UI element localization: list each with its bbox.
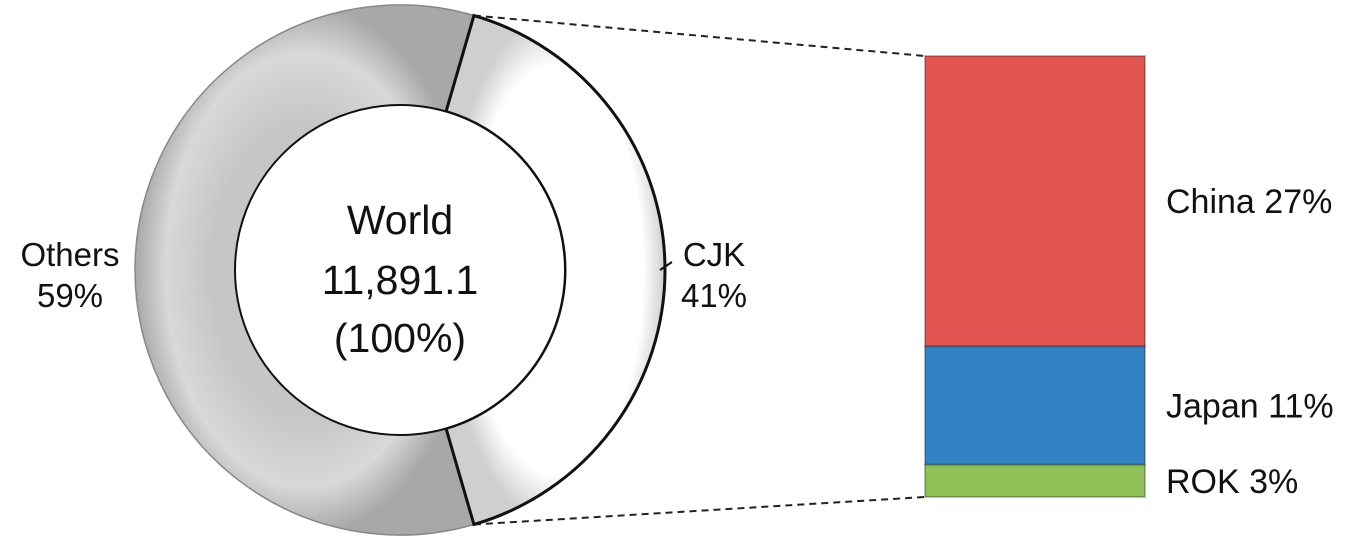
label-others-pct: 59% <box>37 277 103 314</box>
center-value: 11,891.1 <box>322 257 479 303</box>
bar-segment-japan <box>924 345 1146 466</box>
bar-segment-china <box>924 55 1146 348</box>
stacked-bar-labels: China 27% Japan 11% ROK 3% <box>1166 183 1334 501</box>
bar-segment-rok <box>924 463 1146 499</box>
center-title: World <box>347 197 453 243</box>
stacked-bar <box>924 55 1146 499</box>
label-cjk: CJK <box>683 236 745 273</box>
donut-labels: Others 59% CJK 41% <box>20 236 747 314</box>
bar-label-japan: Japan 11% <box>1166 388 1334 426</box>
donut-chart: World 11,891.1 (100%) <box>134 4 667 536</box>
center-share: (100%) <box>334 315 466 361</box>
donut-center <box>234 104 566 436</box>
connector-line-bottom <box>473 496 926 526</box>
bar-label-china: China 27% <box>1166 183 1332 221</box>
label-cjk-leader <box>659 261 673 271</box>
connector-line-top <box>473 14 926 57</box>
bar-label-rok: ROK 3% <box>1166 463 1298 501</box>
zoom-connectors <box>473 14 926 526</box>
label-cjk-pct: 41% <box>681 277 747 314</box>
label-others: Others <box>20 236 119 273</box>
